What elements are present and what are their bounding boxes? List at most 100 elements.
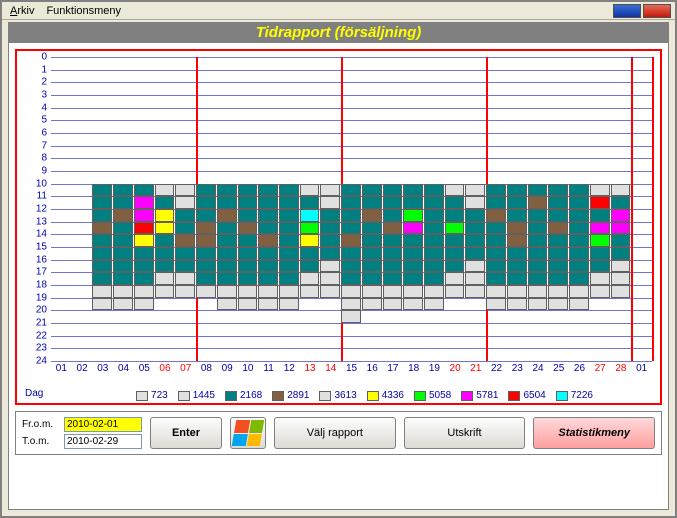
heat-cell (383, 222, 403, 235)
heat-cell (548, 196, 568, 209)
heat-cell (92, 222, 112, 235)
heat-cell (465, 247, 485, 260)
y-tick: 14 (27, 229, 47, 240)
x-tick: 09 (218, 363, 236, 374)
heat-cell (362, 196, 382, 209)
legend: 723144521682891361343365058578165047226 (77, 390, 652, 401)
y-tick: 12 (27, 204, 47, 215)
heat-cell (300, 272, 320, 285)
legend-item: 4336 (367, 390, 404, 401)
heat-cell (486, 285, 506, 298)
heat-cell (175, 209, 195, 222)
heat-cell (590, 247, 610, 260)
x-tick: 01 (52, 363, 70, 374)
heat-cell (528, 209, 548, 222)
heat-cell (217, 272, 237, 285)
heat-cell (362, 222, 382, 235)
heat-cell (403, 234, 423, 247)
heat-cell (569, 298, 589, 311)
y-tick: 23 (27, 343, 47, 354)
heat-cell (113, 272, 133, 285)
heat-cell (424, 247, 444, 260)
y-tick: 24 (27, 356, 47, 367)
minimize-button[interactable] (613, 4, 641, 18)
y-tick: 3 (27, 90, 47, 101)
heat-cell (341, 260, 361, 273)
heat-cell (300, 209, 320, 222)
to-date-input[interactable] (64, 434, 142, 449)
heat-cell (92, 247, 112, 260)
y-tick: 17 (27, 267, 47, 278)
heat-cell (92, 209, 112, 222)
menubar: Arkiv Funktionsmeny (2, 2, 675, 20)
heat-cell (424, 196, 444, 209)
heat-cell (196, 209, 216, 222)
enter-button[interactable]: Enter (150, 417, 222, 449)
heat-cell (175, 247, 195, 260)
from-date-input[interactable] (64, 417, 142, 432)
y-tick: 18 (27, 280, 47, 291)
heat-cell (590, 184, 610, 197)
heat-cell (507, 285, 527, 298)
heat-cell (590, 222, 610, 235)
heat-cell (175, 260, 195, 273)
heat-cell (486, 184, 506, 197)
y-tick: 20 (27, 305, 47, 316)
utskrift-button[interactable]: Utskrift (404, 417, 526, 449)
legend-item: 723 (136, 390, 168, 401)
heat-cell (465, 260, 485, 273)
y-tick: 21 (27, 318, 47, 329)
heat-cell (279, 234, 299, 247)
heat-cell (217, 298, 237, 311)
heat-cell (528, 222, 548, 235)
menu-arkiv[interactable]: Arkiv (4, 4, 40, 18)
heat-cell (611, 260, 631, 273)
heat-cell (424, 298, 444, 311)
heat-cell (507, 247, 527, 260)
statistikmeny-button[interactable]: Statistikmeny (533, 417, 655, 449)
heat-cell (196, 196, 216, 209)
heat-cell (258, 272, 278, 285)
heat-cell (528, 196, 548, 209)
heat-cell (196, 234, 216, 247)
heat-cell (175, 272, 195, 285)
heat-cell (196, 222, 216, 235)
heat-cell (217, 222, 237, 235)
heat-cell (341, 184, 361, 197)
heat-cell (258, 222, 278, 235)
page-title: Tidrapport (försäljning) (9, 23, 668, 43)
menu-funktionsmeny[interactable]: Funktionsmeny (40, 4, 127, 18)
legend-swatch (414, 391, 426, 401)
heat-cell (362, 298, 382, 311)
heat-cell (383, 184, 403, 197)
valj-rapport-button[interactable]: Välj rapport (274, 417, 396, 449)
heat-cell (362, 272, 382, 285)
heat-cell (341, 272, 361, 285)
legend-label: 2891 (287, 390, 309, 401)
x-tick: 28 (612, 363, 630, 374)
heat-cell (548, 272, 568, 285)
heat-cell (175, 184, 195, 197)
legend-swatch (556, 391, 568, 401)
heat-cell (258, 260, 278, 273)
heat-cell (92, 298, 112, 311)
legend-item: 2891 (272, 390, 309, 401)
heat-cell (424, 209, 444, 222)
x-tick: 11 (260, 363, 278, 374)
x-tick: 07 (177, 363, 195, 374)
heat-cell (320, 196, 340, 209)
heat-cell (611, 272, 631, 285)
heat-cell (424, 184, 444, 197)
heat-cell (258, 298, 278, 311)
heat-cell (445, 260, 465, 273)
windows-icon-button[interactable] (230, 417, 266, 449)
x-tick: 08 (197, 363, 215, 374)
heat-cell (134, 184, 154, 197)
heat-cell (383, 196, 403, 209)
legend-swatch (367, 391, 379, 401)
heat-cell (238, 222, 258, 235)
close-button[interactable] (643, 4, 671, 18)
y-tick: 10 (27, 178, 47, 189)
heat-cell (320, 234, 340, 247)
heat-cell (258, 285, 278, 298)
